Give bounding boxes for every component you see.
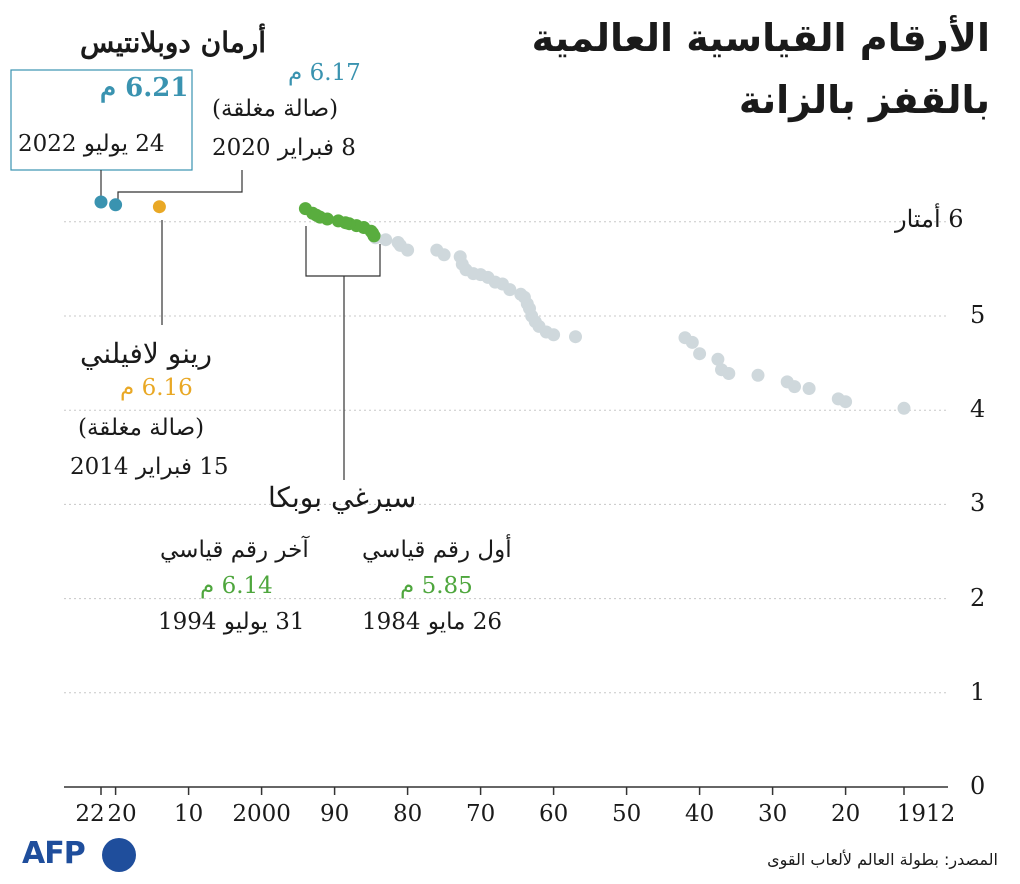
record-point-grey: [802, 382, 816, 395]
lavillenie-note: (صالة مغلقة): [78, 415, 205, 441]
duplantis-indoor-note: (صالة مغلقة): [212, 96, 339, 122]
duplantis-indoor-leader: [117, 170, 243, 208]
record-point-grey: [514, 287, 528, 301]
y-tick-label: 0: [970, 772, 986, 800]
bubka-last-value: 6.14 م: [200, 573, 273, 599]
afp-logo-dot: [102, 838, 136, 872]
record-point-grey: [379, 233, 393, 247]
bubka-name: سيرغي بوبكا: [268, 481, 417, 514]
duplantis-record-value: 6.21 م: [100, 73, 189, 103]
x-tick-label: 30: [757, 801, 788, 827]
duplantis-indoor-value: 6.17 م: [288, 60, 361, 86]
y-unit-label: 6 أمتار: [895, 205, 964, 233]
lavillenie-date: 15 فبراير 2014: [70, 454, 229, 480]
duplantis-name: أرمان دوبلانتيس: [80, 26, 267, 59]
x-tick-label: 40: [684, 801, 715, 827]
x-tick-label: 10: [173, 801, 204, 827]
record-point-grey: [569, 330, 582, 344]
gridlines: [64, 221, 948, 694]
bubka-last-date: 31 يوليو 1994: [158, 609, 305, 635]
record-point-grey: [693, 347, 707, 361]
record-point-grey: [831, 392, 845, 406]
record-point-grey: [391, 236, 405, 249]
x-tick-label: 50: [611, 801, 642, 827]
bubka-first-date: 26 مايو 1984: [362, 609, 503, 635]
record-point-grey: [678, 331, 692, 345]
record-point-grey: [711, 352, 725, 366]
record-point-grey: [751, 368, 765, 382]
y-tick-label: 2: [970, 583, 986, 612]
x-tick-label: 60: [538, 801, 569, 827]
duplantis-record-date: 24 يوليو 2022: [18, 131, 165, 157]
bubka-first-value: 5.85 م: [400, 573, 473, 599]
y-tick-label: 1: [970, 677, 986, 706]
y-tick-label: 5: [970, 301, 986, 329]
y-tick-label: 4: [970, 395, 986, 424]
record-point-green: [298, 202, 312, 216]
record-point-grey: [453, 250, 467, 264]
record-point-grey: [780, 375, 794, 389]
afp-logo: AFP: [22, 836, 86, 871]
bubka-last-label: آخر رقم قياسي: [160, 537, 309, 563]
x-tick-label: 90: [319, 801, 350, 827]
x-tick-label: 22: [75, 801, 105, 827]
record-point-grey: [897, 401, 911, 415]
leader-lines: [10, 69, 381, 480]
duplantis-indoor-date: 8 فبراير 2020: [212, 135, 356, 161]
record-point-teal: [109, 198, 123, 212]
bubka-first-label: أول رقم قياسي: [362, 537, 512, 563]
x-axis-ticks: [100, 787, 905, 795]
source-note: المصدر: بطولة العالم لألعاب القوى: [767, 850, 998, 869]
x-tick-label: 80: [392, 801, 423, 827]
bubka-bracket: [305, 226, 381, 480]
record-point-grey: [715, 363, 728, 377]
chart-title-line1: الأرقام القياسية العالمية: [531, 16, 990, 60]
lavillenie-name: رينو لافيلني: [80, 337, 212, 370]
x-tick-label: 20: [830, 801, 861, 827]
chart-title-line2: بالقفز بالزانة: [738, 78, 990, 122]
x-tick-label: 1912: [896, 801, 956, 827]
data-points: [94, 195, 911, 415]
record-point-green: [331, 214, 345, 228]
x-tick-label: 20: [107, 801, 137, 827]
y-tick-label: 3: [970, 489, 986, 518]
lavillenie-value: 6.16 م: [120, 375, 193, 401]
record-point-grey: [430, 243, 444, 257]
record-point-teal: [94, 195, 108, 209]
record-point-yellow: [152, 200, 166, 214]
x-tick-label: 70: [465, 801, 496, 827]
x-tick-label: 2000: [232, 801, 291, 827]
